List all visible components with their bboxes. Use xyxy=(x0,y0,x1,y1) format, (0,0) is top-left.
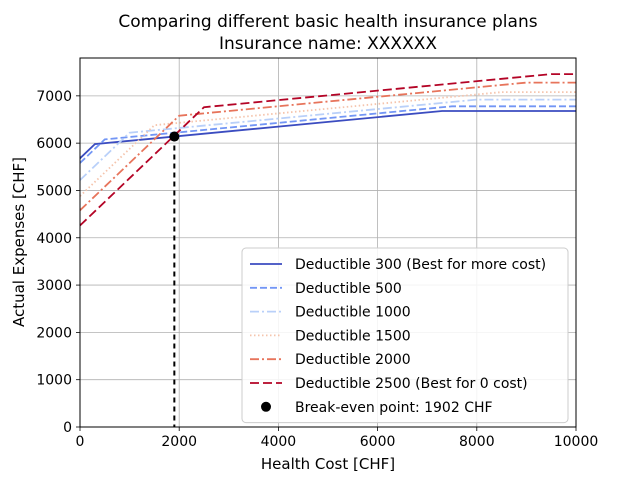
legend-label-4: Deductible 1500 xyxy=(295,328,411,344)
y-tick-label: 1000 xyxy=(36,373,72,389)
y-axis-label: Actual Expenses [CHF] xyxy=(10,157,28,327)
legend-label-2: Deductible 500 xyxy=(295,281,402,297)
x-tick-label: 2000 xyxy=(161,434,197,450)
legend-swatch-break-even xyxy=(261,401,271,412)
series-line-1 xyxy=(79,110,576,159)
legend-label-6: Deductible 2500 (Best for 0 cost) xyxy=(295,376,528,392)
chart-subtitle: Insurance name: XXXXXX xyxy=(219,34,437,54)
break-even-marker xyxy=(169,131,180,427)
series-line-4 xyxy=(79,91,576,197)
x-tick-label: 10000 xyxy=(554,434,599,450)
series-lines xyxy=(79,73,576,227)
series-line-2 xyxy=(79,105,576,164)
y-tick-label: 2000 xyxy=(36,325,72,341)
y-tick-label: 3000 xyxy=(36,278,72,294)
y-tick-label: 7000 xyxy=(36,89,72,105)
series-line-6 xyxy=(79,73,576,227)
legend-box xyxy=(241,247,569,424)
x-axis-label: Health Cost [CHF] xyxy=(261,455,395,473)
break-even-point xyxy=(169,131,180,142)
x-tick-label: 0 xyxy=(76,434,85,450)
legend-label-5: Deductible 2000 xyxy=(295,352,411,368)
x-tick-label: 8000 xyxy=(459,434,495,450)
legend-label-1: Deductible 300 (Best for more cost) xyxy=(295,257,546,273)
y-tick-label: 6000 xyxy=(36,136,72,152)
y-axis-ticks: 0 1000 2000 3000 4000 5000 6000 7000 xyxy=(36,89,80,436)
legend-label-break-even: Break-even point: 1902 CHF xyxy=(295,400,493,416)
series-line-5 xyxy=(79,81,576,211)
x-axis-ticks: 0 2000 4000 6000 8000 10000 xyxy=(76,427,599,450)
series-line-3 xyxy=(79,98,576,181)
plot-frame xyxy=(79,57,577,428)
y-tick-label: 5000 xyxy=(36,183,72,199)
chart-title: Comparing different basic health insuran… xyxy=(118,12,537,32)
legend-label-3: Deductible 1000 xyxy=(295,305,411,321)
y-tick-label: 0 xyxy=(63,420,72,436)
y-tick-label: 4000 xyxy=(36,231,72,247)
x-tick-label: 4000 xyxy=(261,434,297,450)
x-tick-label: 6000 xyxy=(360,434,396,450)
legend: Deductible 300 (Best for more cost) Deduc… xyxy=(241,247,569,424)
